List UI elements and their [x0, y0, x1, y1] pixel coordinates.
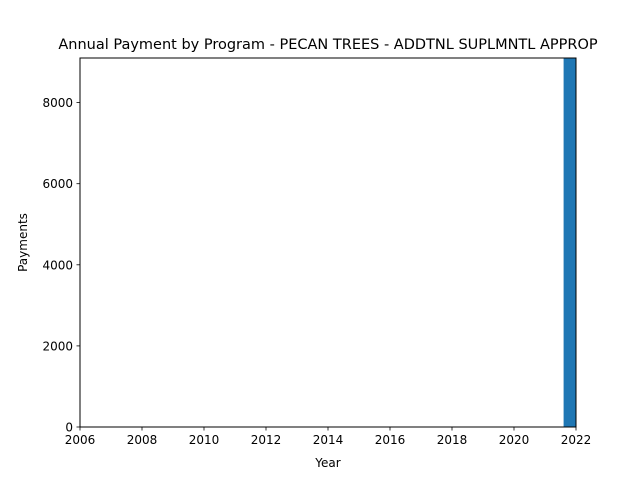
- bar-2022: [563, 58, 576, 427]
- x-axis-label: Year: [314, 456, 340, 470]
- y-axis-label: Payments: [16, 213, 30, 272]
- x-tick-label: 2022: [561, 433, 592, 447]
- chart-title: Annual Payment by Program - PECAN TREES …: [58, 37, 598, 53]
- y-tick-label: 2000: [42, 339, 73, 353]
- x-tick-label: 2020: [499, 433, 530, 447]
- y-axis-ticks: 0 2000 4000 6000 8000: [42, 96, 80, 435]
- x-tick-label: 2010: [189, 433, 220, 447]
- x-tick-label: 2006: [65, 433, 96, 447]
- x-axis-ticks: 2006 2008 2010 2012 2014 2016 2018 2020 2022: [65, 427, 592, 447]
- plot-area-frame: [79, 57, 577, 428]
- y-tick-label: 4000: [42, 258, 73, 272]
- y-tick-label: 0: [65, 421, 73, 435]
- x-tick-label: 2008: [127, 433, 158, 447]
- y-tick-label: 8000: [42, 96, 73, 110]
- y-tick-label: 6000: [42, 177, 73, 191]
- x-tick-label: 2012: [251, 433, 282, 447]
- x-tick-label: 2014: [313, 433, 344, 447]
- x-tick-label: 2018: [437, 433, 468, 447]
- x-tick-label: 2016: [375, 433, 406, 447]
- bars: [563, 58, 576, 427]
